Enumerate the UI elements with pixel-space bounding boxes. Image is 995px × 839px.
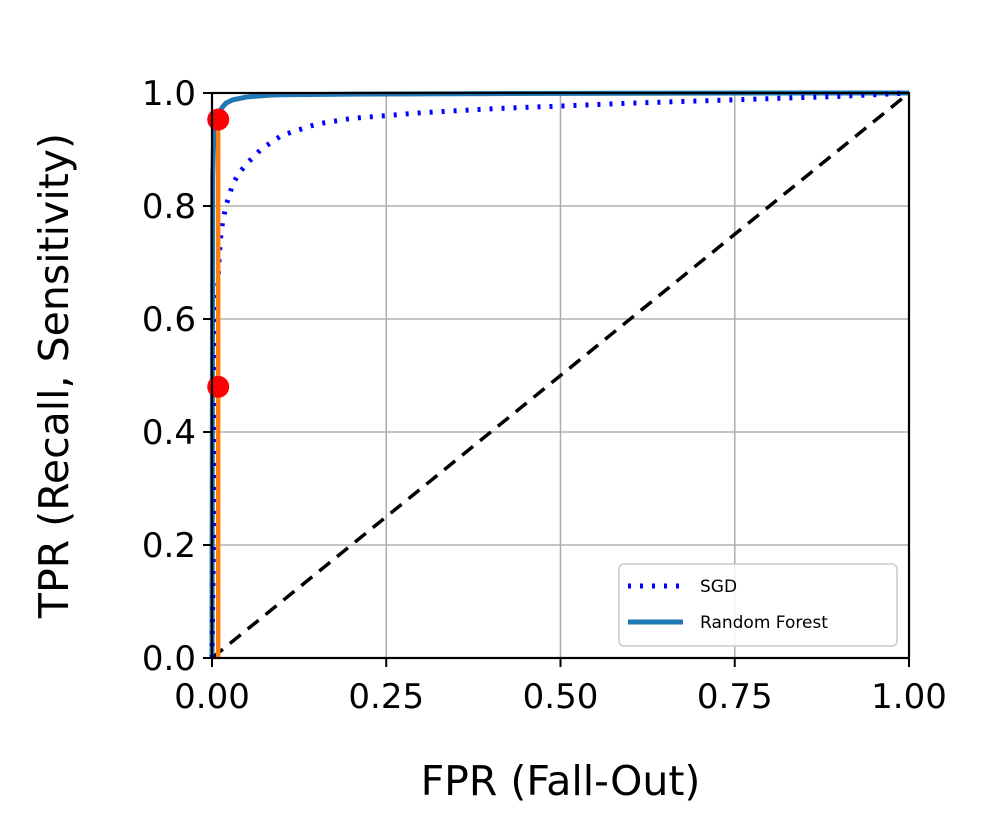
legend-label: SGD (700, 577, 737, 597)
legend-box (618, 563, 898, 647)
x-tick-label: 1.00 (871, 677, 947, 717)
y-tick-label: 0.6 (142, 300, 196, 340)
y-tick-label: 0.4 (142, 413, 196, 453)
x-tick-label: 0.75 (697, 677, 773, 717)
threshold-point (207, 108, 230, 131)
x-tick-label: 0.25 (348, 677, 424, 717)
threshold-point (207, 375, 230, 398)
legend-label: Random Forest (700, 613, 828, 633)
y-tick-label: 0.8 (142, 187, 196, 227)
x-tick-label: 0.00 (174, 677, 250, 717)
y-tick-label: 0.2 (142, 526, 196, 566)
y-axis-label: TPR (Recall, Sensitivity) (30, 133, 78, 619)
y-tick-label: 0.0 (142, 639, 196, 679)
axis-ticks: 0.00 0.25 0.50 0.75 1.00 0.0 0.2 0.4 0.6 0.8 1.0 (142, 74, 947, 717)
x-axis-label: FPR (Fall-Out) (421, 757, 701, 805)
series-line-random-classifier (210, 91, 911, 660)
legend: SGD Random Forest (618, 563, 898, 647)
y-tick-label: 1.0 (142, 74, 196, 114)
x-tick-label: 0.50 (523, 677, 599, 717)
